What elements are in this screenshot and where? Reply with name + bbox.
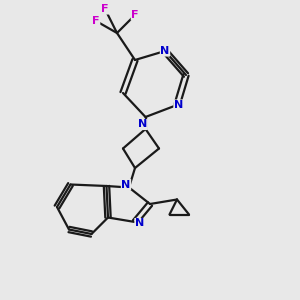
Text: N: N (138, 119, 147, 130)
Text: N: N (135, 218, 144, 229)
Text: N: N (174, 100, 183, 110)
Text: F: F (131, 10, 139, 20)
Text: F: F (101, 4, 109, 14)
Text: F: F (92, 16, 100, 26)
Text: N: N (160, 46, 169, 56)
Text: N: N (122, 179, 130, 190)
